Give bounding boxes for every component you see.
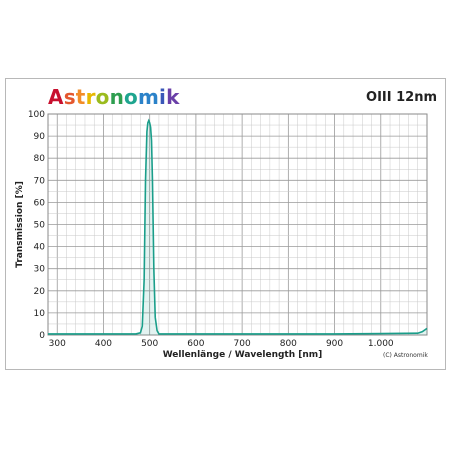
y-tick-label: 90: [34, 132, 46, 142]
logo-letter: o: [124, 85, 138, 109]
x-tick-label: 700: [234, 339, 251, 349]
x-tick-label: 400: [95, 339, 112, 349]
x-tick-label: 500: [141, 339, 158, 349]
x-tick-label: 300: [49, 339, 66, 349]
y-tick-label: 80: [34, 154, 46, 164]
y-axis-label: Transmission [%]: [15, 181, 25, 268]
copyright-label: (C) Astronomik: [383, 352, 428, 359]
x-axis-label: Wellenlänge / Wavelength [nm]: [163, 350, 323, 360]
logo-letter: m: [138, 85, 160, 109]
transmission-curve-fill: [48, 120, 427, 335]
astronomik-logo: Astronomik: [48, 85, 180, 109]
plot-frame: [47, 113, 428, 336]
logo-letter: s: [63, 85, 76, 109]
y-tick-label: 70: [34, 176, 46, 186]
y-tick-label: 100: [28, 110, 45, 120]
x-tick-label: 600: [187, 339, 204, 349]
chart-card: [5, 78, 446, 370]
filter-name-label: OIII 12nm: [366, 90, 437, 105]
x-tick-label: 900: [326, 339, 343, 349]
y-tick-label: 0: [39, 331, 45, 341]
x-tick-label: 800: [280, 339, 297, 349]
logo-letter: r: [85, 85, 96, 109]
y-tick-label: 40: [34, 243, 46, 253]
logo-letter: o: [95, 85, 110, 109]
logo-letter: n: [109, 85, 125, 109]
chart-grid: [48, 114, 427, 335]
y-tick-label: 20: [34, 287, 46, 297]
y-tick-labels: 0 10 20 30 40 50 60 70 80 90 100: [28, 110, 45, 341]
logo-letter: t: [75, 85, 86, 109]
y-tick-label: 10: [34, 309, 46, 319]
logo-letter: k: [166, 85, 180, 109]
transmission-curve: [48, 118, 428, 335]
logo-letter: A: [48, 85, 64, 109]
logo-letter: i: [159, 85, 167, 109]
x-tick-labels: 300 400 500 600 700 800 900 1.000: [49, 339, 394, 349]
y-tick-label: 60: [34, 198, 46, 208]
y-tick-label: 50: [34, 221, 46, 231]
x-tick-label: 1.000: [368, 339, 394, 349]
y-tick-label: 30: [34, 265, 46, 275]
